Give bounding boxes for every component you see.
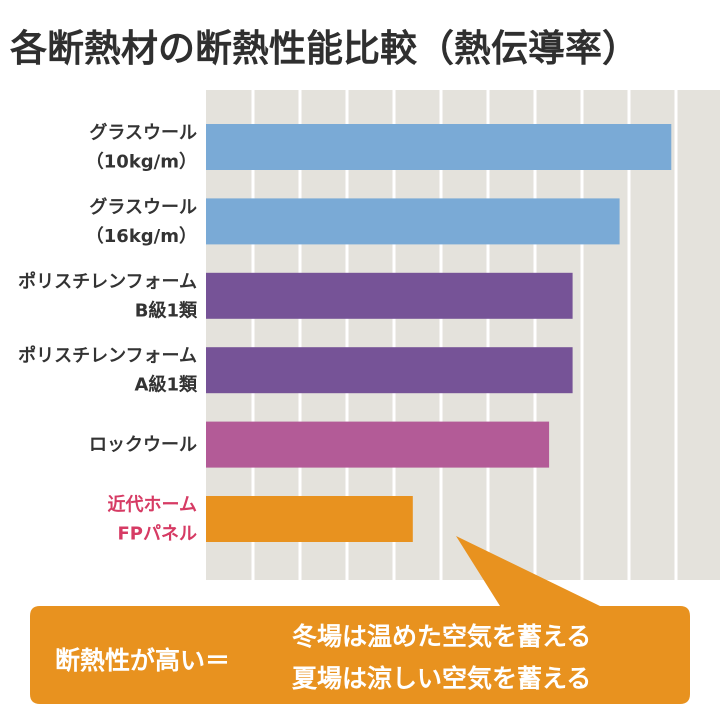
chart-title: 各断熱材の断熱性能比較（熱伝導率） (10, 27, 639, 70)
callout-left-text: 断熱性が高い＝ (55, 646, 231, 675)
category-label: グラスウール (89, 122, 197, 144)
category-label: ポリスチレンフォーム (18, 270, 197, 292)
callout-box (30, 536, 690, 704)
grid-lines (251, 90, 678, 580)
grid-line (439, 90, 443, 580)
callout-line-2: 夏場は涼しい空気を蓄える (292, 664, 592, 693)
bar (206, 421, 550, 468)
bars (206, 124, 672, 542)
bar (206, 347, 573, 394)
category-label: 近代ホーム (108, 494, 197, 516)
category-label: ロックウール (89, 435, 197, 456)
category-label: B級1類 (135, 299, 198, 321)
grid-line (533, 90, 537, 580)
category-label: グラスウール (89, 196, 197, 218)
grid-line (251, 90, 255, 580)
bar (206, 198, 620, 245)
category-labels: グラスウール （10kg/m） グラスウール （16kg/m） ポリスチレンフォーム B級… (18, 122, 198, 545)
category-label: A級1類 (135, 374, 198, 396)
category-label: FPパネル (118, 524, 198, 545)
grid-line (298, 90, 302, 580)
grid-line (392, 90, 396, 580)
bar (206, 496, 413, 542)
bar (206, 124, 672, 170)
bar (206, 272, 573, 319)
callout-line-1: 冬場は温めた空気を蓄える (292, 622, 592, 651)
grid-line (627, 90, 631, 580)
grid-line (674, 90, 678, 580)
category-label: ポリスチレンフォーム (18, 345, 197, 367)
category-label: （10kg/m） (86, 152, 197, 173)
grid-line (345, 90, 349, 580)
grid-line (486, 90, 490, 580)
category-label: （16kg/m） (86, 226, 197, 247)
grid-line (580, 90, 584, 580)
